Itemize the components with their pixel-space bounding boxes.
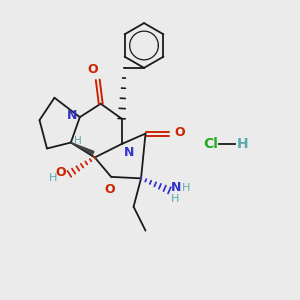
Text: N: N <box>68 109 78 122</box>
Text: H: H <box>171 194 179 204</box>
Polygon shape <box>71 142 94 154</box>
Text: O: O <box>174 126 184 139</box>
Text: N: N <box>171 182 181 194</box>
Text: H: H <box>182 183 190 193</box>
Text: H: H <box>74 136 82 146</box>
Text: N: N <box>124 146 134 158</box>
Text: Cl: Cl <box>204 137 219 151</box>
Text: H: H <box>49 173 57 183</box>
Text: O: O <box>87 63 98 76</box>
Text: O: O <box>104 183 115 196</box>
Text: O: O <box>56 166 66 179</box>
Text: H: H <box>237 137 249 151</box>
